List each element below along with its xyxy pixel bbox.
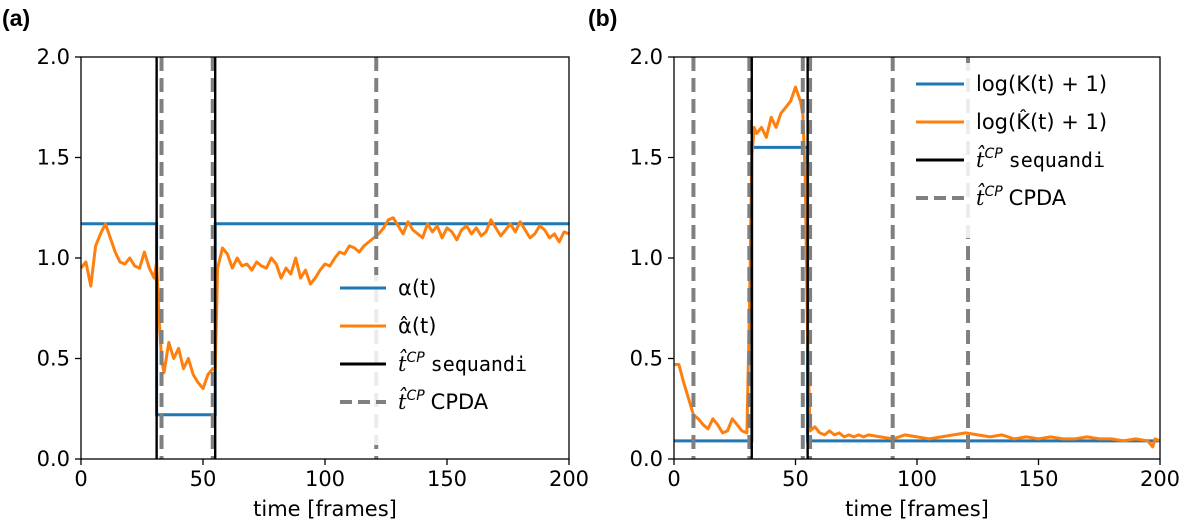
- legend-label: t̂CP CPDA: [398, 387, 489, 414]
- x-tick-label: 200: [1140, 467, 1180, 491]
- panel-b-x-axis-label: time [frames]: [845, 497, 989, 521]
- panel-a: (a) 0 50 100 150 200 0.0 0.5 1.0 1.5 2.0 time [fr…: [2, 5, 589, 521]
- panel-a-legend: α(t) α̂(t) t̂CP sequandi t̂CP CPDA: [332, 275, 560, 445]
- x-tick-label: 150: [427, 467, 467, 491]
- x-tick-label: 100: [305, 467, 345, 491]
- panel-a-label: (a): [2, 5, 30, 31]
- legend-box: [908, 63, 1152, 238]
- panel-b-plot: [674, 57, 1161, 459]
- x-tick-label: 100: [897, 467, 937, 491]
- y-tick-label: 1.5: [37, 146, 70, 170]
- x-tick-label: 150: [1018, 467, 1058, 491]
- legend-label: t̂CP sequandi: [976, 145, 1105, 172]
- x-tick-label: 50: [782, 467, 809, 491]
- legend-label: log(K̂(t) + 1): [976, 109, 1107, 134]
- y-tick-label: 1.0: [37, 246, 70, 270]
- legend-label: log(K(t) + 1): [976, 72, 1107, 96]
- legend-label: α̂(t): [398, 314, 436, 338]
- y-tick-label: 2.0: [37, 45, 70, 69]
- x-tick-label: 200: [549, 467, 589, 491]
- y-tick-label: 0.5: [630, 347, 663, 371]
- panel-a-ticks: 0 50 100 150 200 0.0 0.5 1.0 1.5 2.0: [37, 45, 589, 491]
- panel-b-label: (b): [588, 5, 617, 31]
- estimate-series-line: [79, 216, 570, 391]
- panel-a-plot: [79, 57, 570, 459]
- legend-label: t̂CP CPDA: [976, 183, 1067, 210]
- panel-b-legend: log(K(t) + 1) log(K̂(t) + 1) t̂CP sequandi t…: [908, 63, 1152, 238]
- true-series-line: [81, 222, 569, 417]
- x-tick-label: 0: [667, 467, 680, 491]
- legend-label: α(t): [398, 276, 436, 300]
- y-tick-label: 1.5: [630, 146, 663, 170]
- true-series-line: [674, 145, 1160, 443]
- panel-b-ticks: 0 50 100 150 200 0.0 0.5 1.0 1.5 2.0: [630, 45, 1180, 491]
- estimate-series-line: [674, 85, 1161, 449]
- legend-box: [332, 275, 560, 445]
- panel-a-x-axis-label: time [frames]: [253, 497, 397, 521]
- x-tick-label: 0: [74, 467, 87, 491]
- y-tick-label: 2.0: [630, 45, 663, 69]
- y-tick-label: 0.0: [630, 447, 663, 471]
- y-tick-label: 0.5: [37, 347, 70, 371]
- legend-label: t̂CP sequandi: [398, 349, 527, 376]
- y-tick-label: 1.0: [630, 246, 663, 270]
- y-tick-label: 0.0: [37, 447, 70, 471]
- panel-b: (b) 0 50 100 150 200 0.0 0.5 1.0 1.5 2.0 time [fr…: [588, 5, 1180, 521]
- x-tick-label: 50: [190, 467, 217, 491]
